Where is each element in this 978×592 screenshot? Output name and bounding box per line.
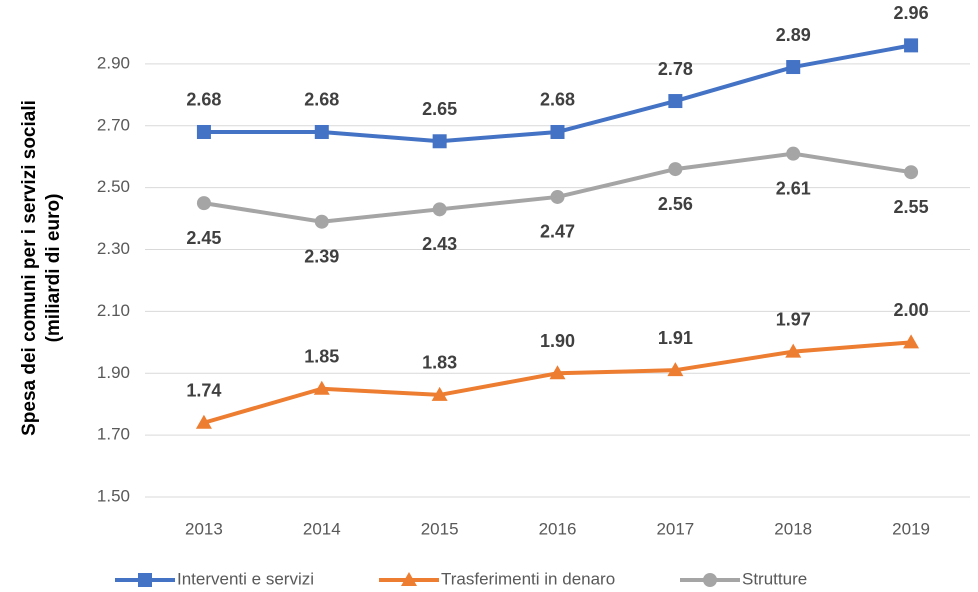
marker (432, 134, 447, 149)
marker (668, 162, 683, 177)
data-label: 2.68 (540, 90, 575, 110)
legend-label: Interventi e servizi (177, 569, 314, 588)
y-tick-label: 1.70 (97, 425, 130, 444)
data-label: 2.68 (186, 90, 221, 110)
marker (903, 334, 920, 349)
data-label: 2.96 (894, 3, 929, 23)
marker (196, 196, 211, 211)
marker (785, 343, 802, 358)
marker (904, 38, 919, 53)
marker (667, 362, 684, 377)
marker (431, 386, 448, 401)
x-tick-label: 2016 (539, 519, 577, 538)
y-tick-label: 2.10 (97, 301, 130, 320)
data-label: 2.68 (304, 90, 339, 110)
legend-label: Strutture (742, 569, 807, 588)
y-axis-title-line: (miliardi di euro) (43, 194, 64, 343)
data-label: 1.97 (776, 309, 811, 329)
marker (432, 202, 447, 217)
data-label: 1.90 (540, 331, 575, 351)
data-label: 2.55 (894, 197, 929, 217)
x-tick-label: 2018 (774, 519, 812, 538)
data-label: 2.78 (658, 59, 693, 79)
y-axis-title-line: Spesa dei comuni per i servizi sociali (19, 100, 40, 436)
x-tick-label: 2015 (421, 519, 459, 538)
data-label: 1.74 (186, 381, 221, 401)
marker (549, 365, 566, 380)
x-tick-label: 2017 (656, 519, 694, 538)
data-label: 1.85 (304, 346, 339, 366)
y-tick-label: 1.90 (97, 363, 130, 382)
y-axis-title: Spesa dei comuni per i servizi sociali (… (19, 100, 64, 436)
marker (786, 146, 801, 161)
data-label: 2.43 (422, 234, 457, 254)
marker (196, 124, 211, 139)
marker (668, 94, 683, 109)
marker (550, 124, 565, 139)
y-tick-label: 2.90 (97, 53, 130, 72)
marker (703, 573, 717, 587)
marker (904, 165, 919, 180)
legend-label: Trasferimenti in denaro (441, 569, 615, 588)
y-tick-label: 2.50 (97, 177, 130, 196)
marker (195, 414, 212, 429)
x-tick-label: 2013 (185, 519, 223, 538)
marker (550, 189, 565, 204)
data-label: 2.45 (186, 228, 221, 248)
marker (786, 60, 801, 75)
data-label: 2.47 (540, 222, 575, 242)
data-label: 2.00 (894, 300, 929, 320)
marker (313, 380, 330, 395)
marker (314, 124, 329, 139)
data-label: 2.56 (658, 194, 693, 214)
marker (138, 573, 152, 587)
y-tick-label: 2.70 (97, 115, 130, 134)
data-label: 2.61 (776, 178, 811, 198)
data-label: 2.39 (304, 246, 339, 266)
y-tick-label: 2.30 (97, 239, 130, 258)
y-tick-label: 1.50 (97, 486, 130, 505)
data-label: 1.83 (422, 353, 457, 373)
data-label: 1.91 (658, 328, 693, 348)
x-tick-label: 2014 (303, 519, 341, 538)
x-tick-label: 2019 (892, 519, 930, 538)
data-label: 2.65 (422, 99, 457, 119)
data-label: 2.89 (776, 25, 811, 45)
marker (401, 572, 417, 586)
marker (314, 214, 329, 229)
